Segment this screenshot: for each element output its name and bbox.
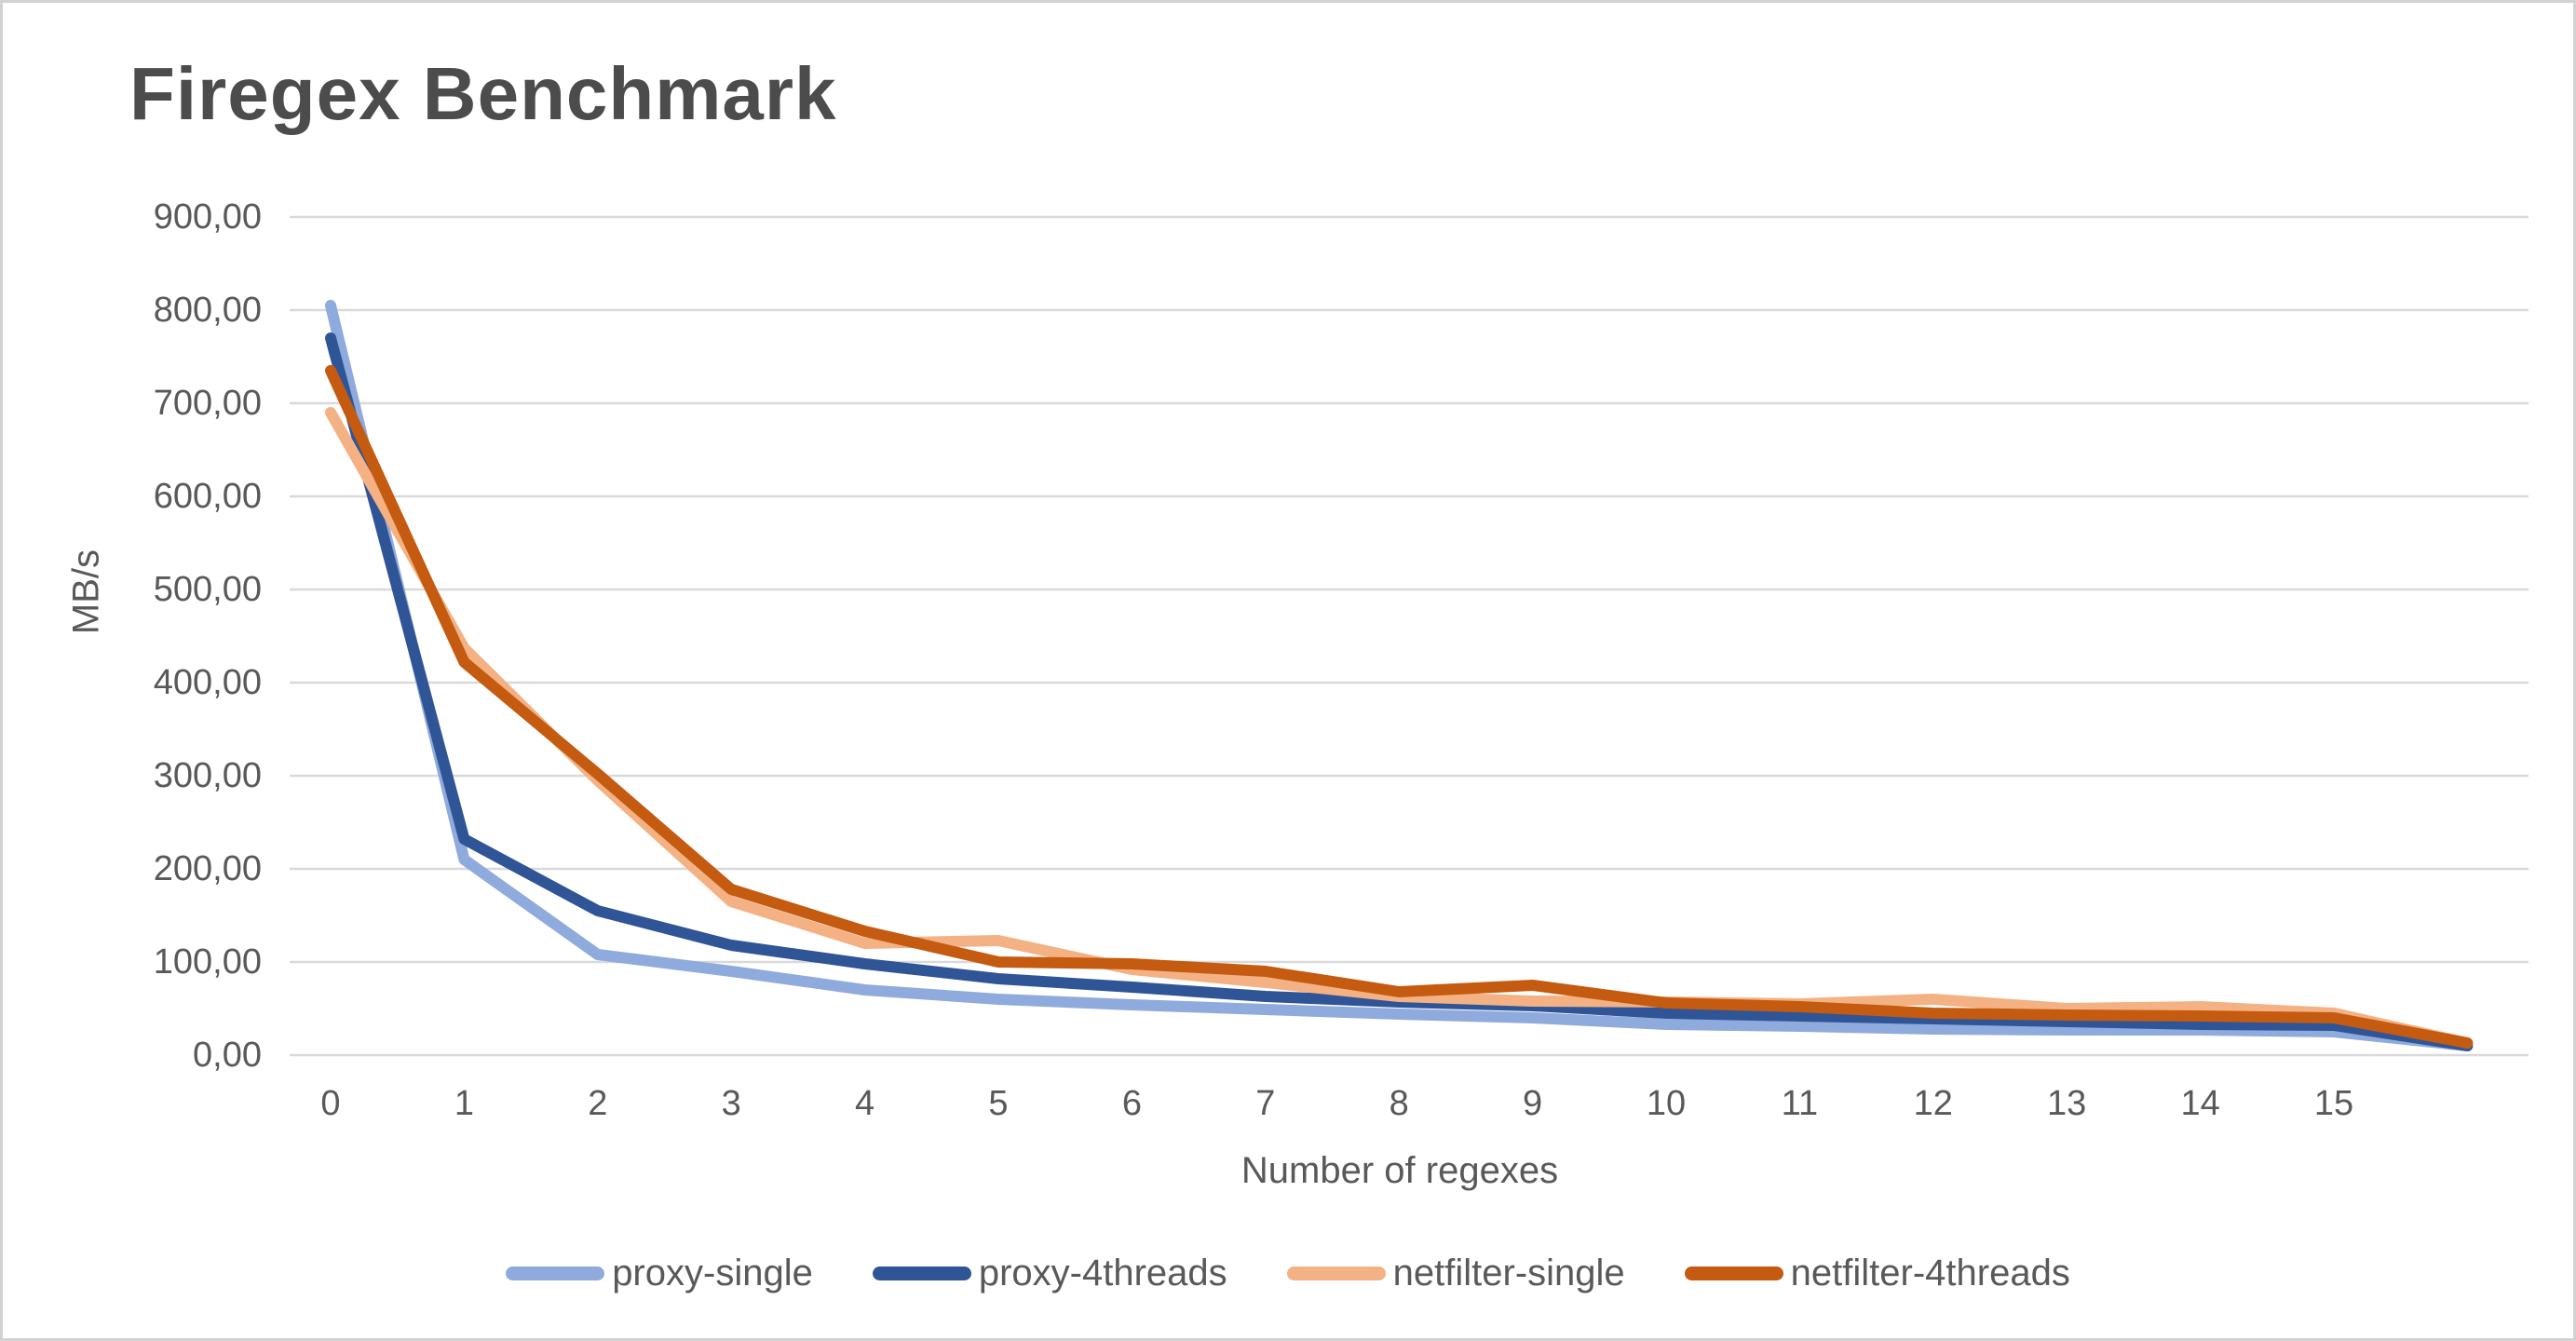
legend-item-netfilter-single: netfilter-single <box>1286 1253 1625 1294</box>
legend-label: netfilter-single <box>1392 1253 1625 1294</box>
y-tick-label: 400,00 <box>153 663 262 702</box>
x-tick-label: 7 <box>1255 1084 1276 1123</box>
y-tick-label: 100,00 <box>153 942 262 982</box>
chart-title: Firegex Benchmark <box>129 52 837 135</box>
legend: proxy-single proxy-4threads netfilter-sing… <box>3 1253 2573 1294</box>
x-tick-label: 3 <box>721 1084 741 1123</box>
x-tick-label: 0 <box>320 1084 341 1123</box>
legend-label: proxy-single <box>612 1253 813 1294</box>
legend-swatch-icon <box>1684 1266 1783 1280</box>
x-tick-label: 13 <box>2047 1084 2087 1123</box>
x-tick-label: 15 <box>2313 1084 2354 1123</box>
x-tick-label: 8 <box>1389 1084 1409 1123</box>
y-tick-label: 0,00 <box>193 1036 262 1075</box>
legend-swatch-icon <box>506 1266 605 1280</box>
series-line-netfilter-single <box>325 407 2474 1049</box>
plot-area <box>290 215 2529 1057</box>
x-tick-label: 2 <box>588 1084 608 1123</box>
series-line-netfilter-4threads <box>325 365 2474 1049</box>
x-tick-label: 11 <box>1781 1084 1819 1123</box>
legend-label: netfilter-4threads <box>1790 1253 2070 1294</box>
y-tick-label: 300,00 <box>153 756 262 795</box>
legend-swatch-icon <box>1286 1266 1386 1280</box>
x-tick-label: 5 <box>988 1084 1009 1123</box>
y-tick-label: 800,00 <box>153 291 262 330</box>
legend-label: proxy-4threads <box>978 1253 1227 1294</box>
legend-item-netfilter-4threads: netfilter-4threads <box>1684 1253 2070 1294</box>
y-tick-label: 200,00 <box>153 849 262 888</box>
y-tick-label: 900,00 <box>153 197 262 237</box>
x-tick-label: 10 <box>1646 1084 1687 1123</box>
series-line-proxy-single <box>325 300 2474 1051</box>
legend-item-proxy-4threads: proxy-4threads <box>872 1253 1227 1294</box>
x-tick-label: 6 <box>1121 1084 1142 1123</box>
y-tick-label: 700,00 <box>153 384 262 423</box>
y-tick-label: 500,00 <box>153 570 262 609</box>
x-axis-title: Number of regexes <box>1241 1150 1559 1191</box>
legend-swatch-icon <box>872 1266 971 1280</box>
x-tick-label: 12 <box>1913 1084 1953 1123</box>
x-tick-label: 9 <box>1523 1084 1543 1123</box>
series-line-proxy-4threads <box>325 332 2474 1051</box>
legend-item-proxy-single: proxy-single <box>506 1253 813 1294</box>
x-tick-label: 14 <box>2180 1084 2220 1123</box>
x-tick-label: 1 <box>454 1084 474 1123</box>
y-tick-label: 600,00 <box>153 477 262 516</box>
x-tick-label: 4 <box>855 1084 875 1123</box>
